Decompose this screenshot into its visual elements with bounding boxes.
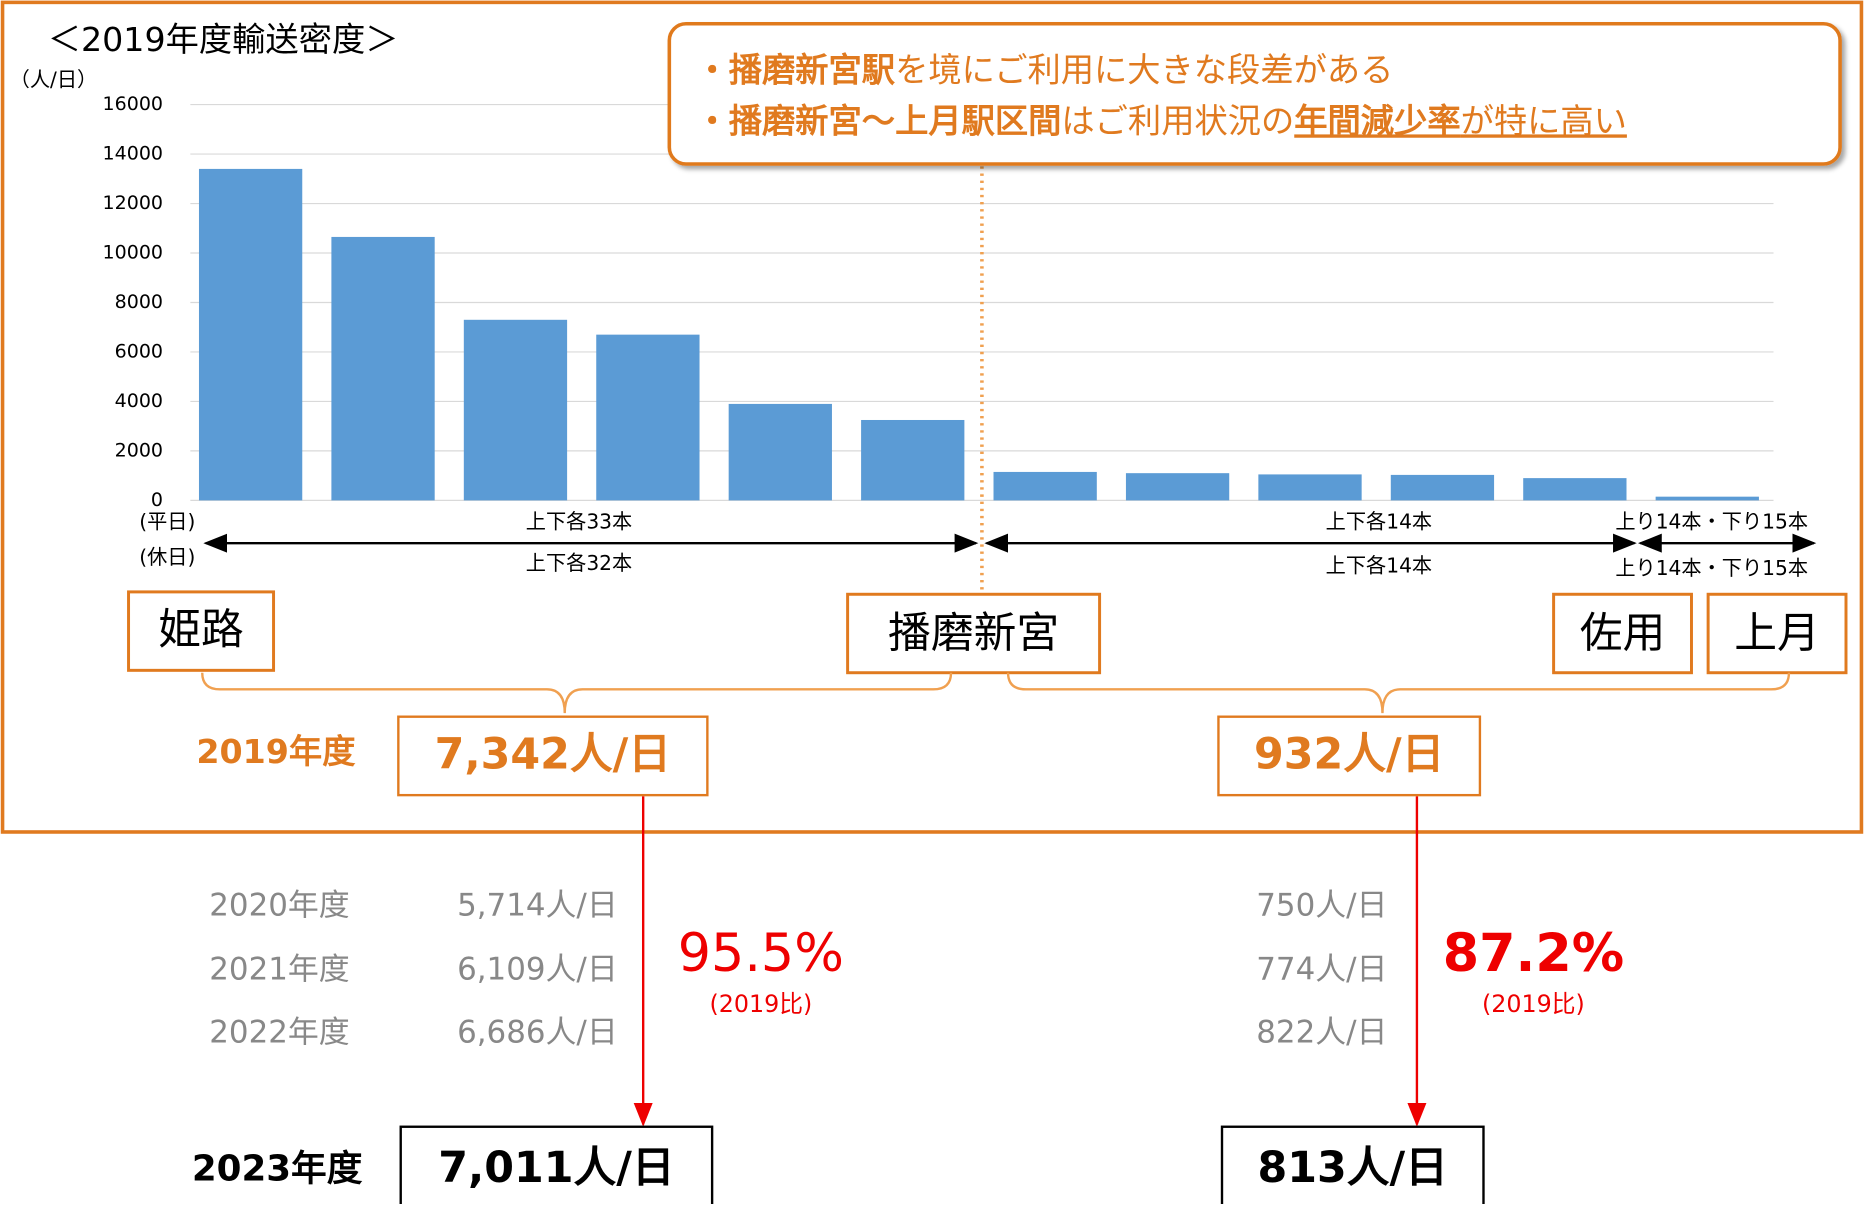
y-tick-label: 10000 — [103, 242, 163, 264]
bar — [1523, 478, 1627, 501]
station: 上月 — [1734, 608, 1820, 658]
ratio-note: (2019比) — [709, 990, 812, 1018]
station-box — [1552, 592, 1693, 675]
value: 5,714人/日 — [457, 887, 618, 923]
value-box — [397, 715, 709, 797]
bar — [1390, 474, 1495, 501]
bar — [1125, 473, 1230, 501]
callout-box — [667, 21, 1842, 166]
label: 上り14本・下り15本 — [1615, 509, 1808, 533]
value: 6,109人/日 — [457, 952, 618, 988]
value: 932人/日 — [1254, 730, 1444, 780]
bar — [1258, 474, 1362, 501]
value: 822人/日 — [1256, 1015, 1387, 1051]
y-tick-label: 16000 — [103, 93, 163, 115]
label: (平日) — [139, 509, 195, 533]
y-tick-label: 6000 — [115, 340, 163, 362]
year-label: 2023年度 — [192, 1149, 363, 1190]
bar — [1655, 496, 1759, 501]
ratio: 95.5% — [678, 923, 844, 984]
bar — [993, 471, 1097, 501]
value-box — [1217, 715, 1482, 797]
label: 上下各33本 — [526, 509, 632, 533]
value: 6,686人/日 — [457, 1015, 618, 1051]
yearly: 2020年度 2021年度 2022年度 5,714人/日 6,109人/日 6… — [209, 887, 1387, 1050]
year-label: 2019年度 — [196, 732, 356, 771]
value: 774人/日 — [1256, 952, 1387, 988]
y-tick-label: 0 — [151, 489, 163, 511]
ratio-note: (2019比) — [1482, 990, 1585, 1018]
frame — [0, 0, 1864, 834]
label: 上下各14本 — [1326, 553, 1432, 577]
y-tick-label: 8000 — [115, 291, 163, 313]
value-box — [399, 1125, 714, 1208]
year: 2022年度 — [209, 1015, 349, 1051]
callout-line: ・播磨新宮駅を境にご利用に大きな段差がある — [695, 50, 1393, 89]
station-boxes — [127, 590, 1848, 675]
value: 813人/日 — [1258, 1143, 1448, 1193]
station: 佐用 — [1580, 608, 1666, 658]
y-unit: （人/日） — [10, 67, 98, 91]
braces — [201, 672, 1791, 714]
callout-line: ・播磨新宮～上月駅区間はご利用状況の年間減少率が特に高い — [695, 101, 1626, 140]
plot: 0 2000 4000 6000 8000 10000 12000 14000 16000 — [103, 93, 1774, 511]
value: 7,342人/日 — [435, 730, 671, 780]
bar — [463, 319, 568, 501]
station-box — [127, 590, 276, 672]
bar — [728, 403, 832, 501]
y-tick-label: 4000 — [115, 390, 163, 412]
y-tick-label: 14000 — [103, 143, 163, 165]
service: (平日) (休日) 上下各33本 上下各32本 上下各14本 上下各14本 上り… — [139, 509, 1808, 579]
y-tick-label: 2000 — [115, 439, 163, 461]
station-box — [846, 592, 1102, 675]
bar — [331, 236, 435, 501]
year: 2020年度 — [209, 887, 349, 923]
label: 上下各14本 — [1326, 509, 1432, 533]
station-box — [1706, 592, 1848, 675]
stations: 姫路 播磨新宮 佐用 上月 — [158, 605, 1820, 659]
station: 姫路 — [158, 605, 244, 655]
ratio: 87.2% — [1443, 923, 1624, 984]
label: 上下各32本 — [526, 551, 632, 575]
value: 7,011人/日 — [438, 1143, 674, 1193]
bar — [198, 168, 303, 501]
year: 2021年度 — [209, 952, 349, 988]
value-box — [1220, 1125, 1485, 1208]
value: 750人/日 — [1256, 887, 1387, 923]
station: 播磨新宮 — [888, 608, 1059, 658]
bar — [596, 334, 700, 501]
bar — [861, 419, 965, 501]
brace — [1006, 672, 1791, 714]
label: 上り14本・下り15本 — [1615, 556, 1808, 580]
brace — [201, 672, 953, 714]
ratios: 95.5% (2019比) 87.2% (2019比) — [678, 923, 1624, 1018]
label: (休日) — [139, 545, 195, 569]
chart-title: ＜2019年度輸送密度＞ — [48, 20, 399, 59]
y-tick-label: 12000 — [103, 192, 163, 214]
